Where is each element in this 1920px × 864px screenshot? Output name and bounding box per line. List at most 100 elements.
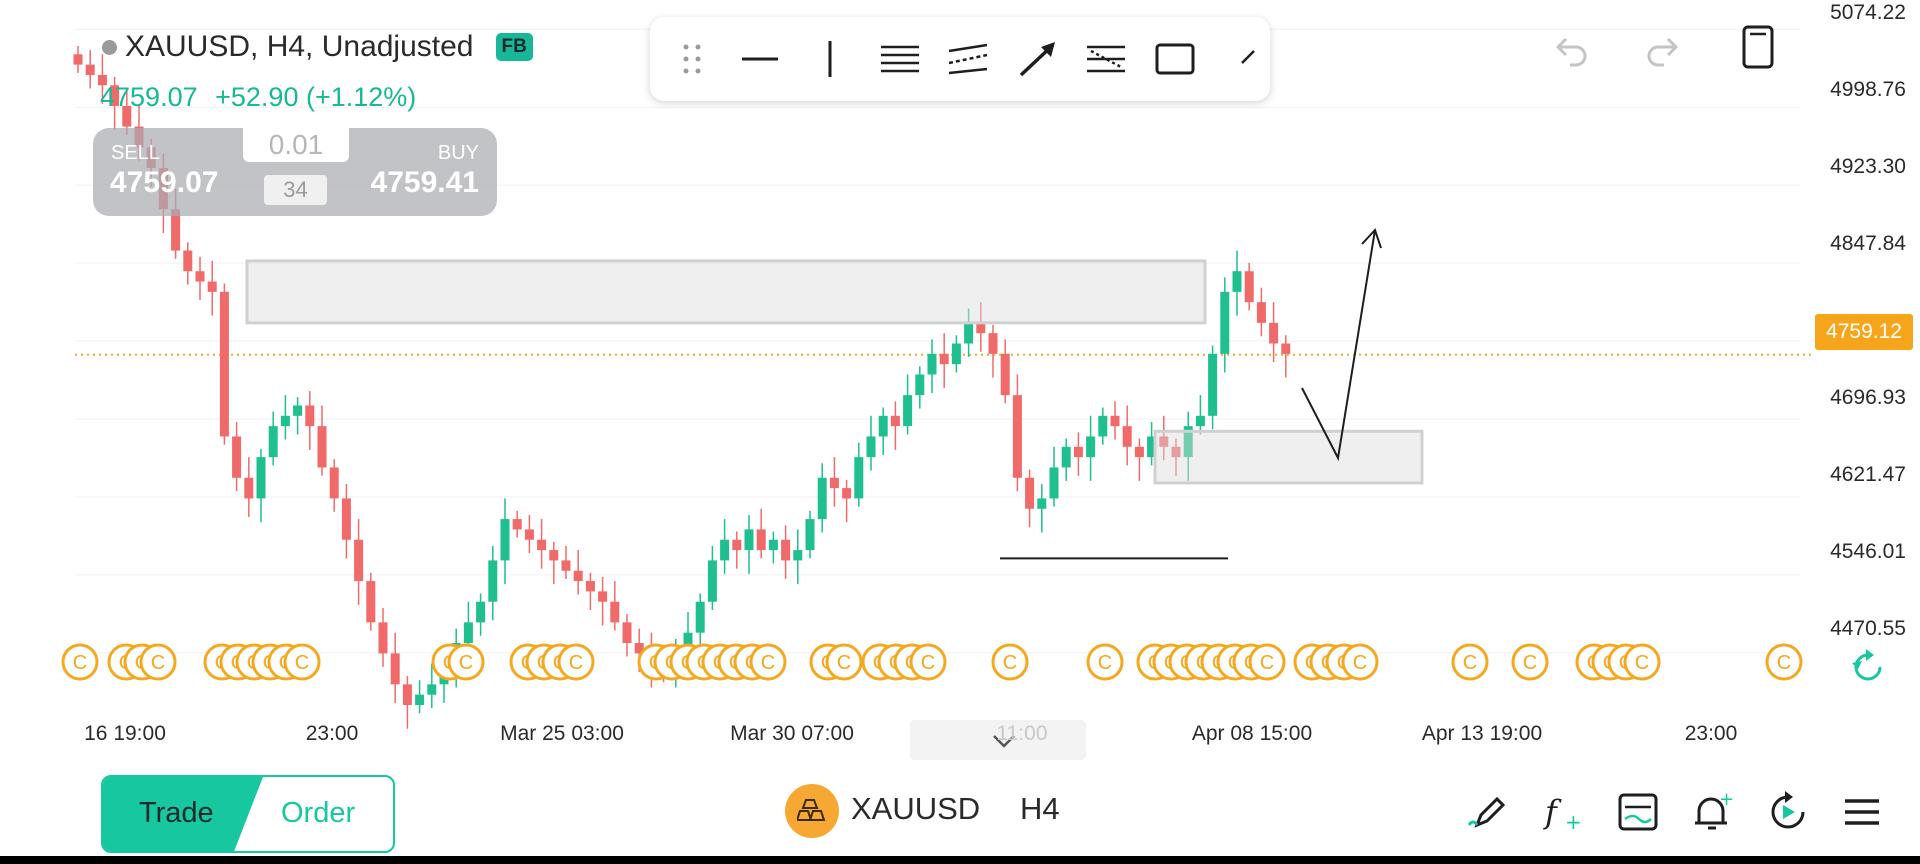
candle-body <box>878 415 888 437</box>
candle-body <box>341 498 351 540</box>
buy-label[interactable]: BUY <box>437 142 479 164</box>
event-marker-label: C <box>1098 652 1112 674</box>
trade-order-toggle[interactable]: Trade Order <box>101 775 395 853</box>
candle-body <box>463 622 473 644</box>
bottom-timeframe[interactable]: H4 <box>1020 791 1060 826</box>
last-price: 4759.07 <box>100 82 198 112</box>
sell-price[interactable]: 4759.07 <box>110 166 219 199</box>
candle-body <box>1086 436 1096 458</box>
event-marker-icon <box>1451 643 1489 681</box>
symbol-info[interactable]: XAUUSD, H4, Unadjusted FB <box>102 30 533 64</box>
alert-add-icon[interactable]: + <box>1686 786 1738 838</box>
event-marker-icon <box>557 643 595 681</box>
arrow-icon[interactable] <box>1008 29 1068 89</box>
candle-body <box>1061 446 1071 468</box>
undo-icon[interactable] <box>1547 24 1597 74</box>
fib-retracement-icon[interactable] <box>1076 29 1136 89</box>
candle-body <box>610 601 620 623</box>
candle-body <box>890 415 900 427</box>
candle-body <box>915 374 925 396</box>
event-marker-label: C <box>1260 652 1274 674</box>
trade-tab-label[interactable]: Trade <box>139 797 214 829</box>
drag-handle-icon[interactable] <box>662 29 722 89</box>
candle-body <box>1134 446 1144 458</box>
event-marker-icon <box>749 643 787 681</box>
candle-body <box>634 643 644 654</box>
regression-channel-icon[interactable] <box>938 29 998 89</box>
quantity-input[interactable]: 0.01 <box>243 128 349 162</box>
candle-body <box>1000 353 1010 396</box>
projection-arrow <box>1301 229 1376 462</box>
draw-tools-icon[interactable] <box>1462 786 1514 838</box>
time-label: 23:00 <box>305 722 359 745</box>
chart-settings-icon[interactable] <box>1612 786 1664 838</box>
phone-layout-icon[interactable] <box>1733 22 1783 72</box>
candle-body <box>512 519 522 530</box>
candle-body <box>793 550 803 561</box>
event-marker-icon <box>825 643 863 681</box>
chart-canvas[interactable]: CCCCCCCCCCCCCCCCCCCCCCCCCCCCCCCCCCCCCCCC… <box>0 0 1920 760</box>
trade-tab[interactable] <box>103 777 263 851</box>
candle-body <box>268 426 278 458</box>
rectangle-icon[interactable] <box>1145 29 1205 89</box>
candle-body <box>280 415 290 427</box>
candle-body <box>976 322 986 334</box>
system-nav-strip <box>0 856 1920 864</box>
time-label: 23:00 <box>1684 722 1738 745</box>
candle-body <box>598 591 608 602</box>
candle-body <box>744 529 754 551</box>
brush-icon[interactable] <box>1210 29 1270 89</box>
candle-body <box>1171 446 1181 458</box>
event-marker-label: C <box>459 652 473 674</box>
menu-icon[interactable] <box>1836 786 1888 838</box>
candle-body <box>683 632 693 654</box>
candle-body <box>171 209 181 251</box>
candle-body <box>1220 291 1230 354</box>
candle-body <box>537 539 547 551</box>
buy-price[interactable]: 4759.41 <box>370 166 479 199</box>
candle-body <box>951 343 961 365</box>
candle-body <box>1244 271 1254 303</box>
candle-body <box>1269 322 1279 344</box>
candle-body <box>695 601 705 633</box>
event-marker-icon <box>1623 643 1661 681</box>
candle-body <box>927 353 937 375</box>
candle-body <box>561 560 571 571</box>
horizontal-line-icon[interactable] <box>730 29 790 89</box>
event-marker-label: C <box>1523 652 1537 674</box>
reset-chart-icon[interactable] <box>1843 642 1893 692</box>
candle-body <box>1281 343 1291 354</box>
event-marker-label: C <box>569 652 583 674</box>
event-marker-icon <box>909 643 947 681</box>
event-marker-icon <box>139 643 177 681</box>
quick-trade-panel: SELL BUY 4759.07 4759.41 0.01 34 <box>93 128 497 216</box>
price-change: +52.90 (+1.12%) <box>215 82 417 112</box>
symbol-line: XAUUSD, H4, Unadjusted <box>125 30 474 63</box>
time-axis-handle[interactable] <box>910 720 1086 760</box>
candle-body <box>1037 498 1047 509</box>
candle-body <box>476 601 486 623</box>
event-marker-label: C <box>761 652 775 674</box>
bottom-symbol[interactable]: XAUUSD <box>851 791 981 826</box>
candle-body <box>622 622 632 644</box>
indicators-icon[interactable]: f + <box>1536 786 1588 838</box>
event-marker-label: C <box>151 652 165 674</box>
replay-icon[interactable] <box>1762 786 1814 838</box>
parallel-channel-icon[interactable] <box>870 29 930 89</box>
sell-label[interactable]: SELL <box>111 142 160 164</box>
candle-body <box>305 405 315 427</box>
vertical-line-icon[interactable] <box>800 29 860 89</box>
candle-body <box>500 519 510 561</box>
svg-text:f: f <box>1543 793 1562 831</box>
candle-body <box>988 333 998 354</box>
order-tab-label[interactable]: Order <box>281 797 356 829</box>
candle-body <box>183 250 193 272</box>
candle-body <box>1195 415 1205 427</box>
gold-bars-icon[interactable] <box>785 784 839 838</box>
candle-body <box>354 539 364 582</box>
fb-badge[interactable]: FB <box>495 33 533 61</box>
candle-body <box>939 353 949 365</box>
redo-icon[interactable] <box>1637 24 1687 74</box>
price-label: 4998.76 <box>1830 78 1906 101</box>
event-marker-label: C <box>73 652 87 674</box>
